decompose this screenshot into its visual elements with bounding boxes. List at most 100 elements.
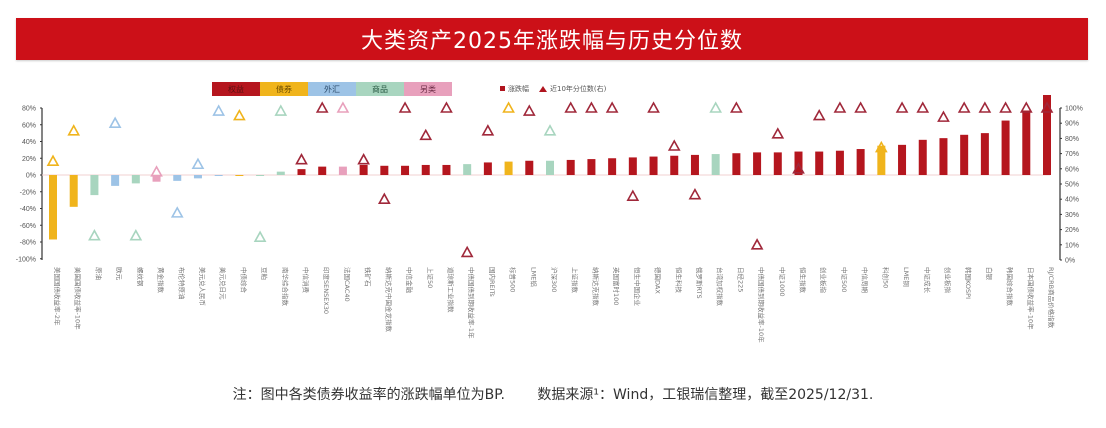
percentile-triangle-icon (440, 101, 453, 113)
percentile-triangle-icon (129, 229, 143, 241)
percentile-triangle-icon (191, 157, 205, 170)
bar (773, 152, 782, 175)
category-label: LME铜 (902, 267, 911, 287)
bar (256, 175, 265, 176)
category-label: 上证指数 (571, 267, 580, 294)
category-label: 恒生科技 (674, 267, 683, 294)
bar (835, 150, 844, 175)
left-tick-label: -60% (20, 223, 36, 230)
percentile-triangle-icon (937, 110, 950, 122)
bar (918, 139, 927, 175)
right-tick-label: 70% (1065, 151, 1079, 158)
category-label: 南华综合指数 (281, 267, 290, 307)
series-legend: 涨跌幅 近10年分位数(右) (500, 84, 606, 94)
asset-category-legend: 权益 债券 外汇 商品 另类 (212, 82, 452, 96)
category-label: 日经225 (736, 267, 745, 292)
bar (235, 175, 244, 176)
category-label: 创业板指 (819, 267, 828, 294)
left-tick-label: 20% (22, 156, 36, 163)
bar (504, 161, 513, 175)
category-label: 螺纹钢 (136, 267, 145, 287)
category-label: 标普500 (509, 267, 518, 292)
percentile-triangle-icon (585, 101, 598, 113)
bar (49, 175, 57, 240)
left-tick-label: 80% (22, 106, 36, 113)
bar (649, 156, 658, 175)
percentile-triangle-icon (605, 101, 619, 113)
bar (463, 164, 472, 175)
percentile-triangle-icon (295, 153, 308, 165)
category-label: 中信金融 (405, 267, 414, 294)
bar (276, 171, 285, 175)
legend-category-commodity: 商品 (356, 82, 404, 96)
category-label: 国内REITs (488, 267, 497, 297)
chart-title-banner: 大类资产2025年涨跌幅与历史分位数 (16, 18, 1088, 60)
category-label: 韩国综合指数 (1006, 267, 1015, 307)
legend-category-fx: 外汇 (308, 82, 356, 96)
percentile-triangle-icon (792, 162, 805, 174)
bar (877, 145, 886, 175)
percentile-triangle-icon (377, 192, 391, 204)
bar (401, 165, 410, 175)
left-tick-label: -40% (20, 206, 36, 213)
bar (960, 134, 969, 175)
percentile-triangle-icon (315, 101, 329, 113)
category-label: 沪深300 (550, 267, 559, 292)
bar (1001, 120, 1010, 175)
percentile-triangle-icon (543, 124, 557, 136)
bar (980, 133, 989, 175)
percentile-triangle-icon (978, 101, 992, 113)
square-icon (500, 86, 505, 91)
legend-bar-item: 涨跌幅 (500, 84, 529, 94)
percentile-triangle-icon (253, 230, 267, 242)
category-label: RJ/CRB商品价格指数 (1047, 267, 1056, 329)
category-label: 韩国KOSPI (964, 267, 973, 299)
percentile-triangle-icon (1019, 101, 1033, 113)
percentile-triangle-icon (88, 229, 101, 241)
category-label: 铁矿石 (364, 267, 373, 287)
bar (359, 164, 368, 175)
percentile-triangle-icon (750, 238, 764, 250)
footnote: 注：图中各类债券收益率的涨跌幅单位为BP. 数据来源¹：Wind，工银瑞信整理，… (0, 384, 1106, 404)
bar (111, 175, 120, 186)
category-label: 豆粕 (260, 267, 269, 280)
right-tick-label: 30% (1065, 212, 1079, 219)
right-tick-label: 90% (1065, 121, 1079, 128)
bar (90, 175, 99, 196)
bar (1022, 110, 1031, 175)
bar (421, 164, 430, 175)
category-label: 欧元 (115, 267, 124, 281)
right-tick-label: 0% (1065, 258, 1075, 265)
left-tick-label: -20% (20, 189, 36, 196)
bar (193, 175, 202, 179)
category-label: 法国CAC40 (343, 267, 352, 302)
percentile-triangle-icon (398, 101, 412, 113)
category-label: 日本国债收益率-10年 (1026, 267, 1035, 330)
bar (525, 160, 534, 175)
category-label: 恒生指数 (799, 267, 808, 294)
bar (297, 169, 306, 175)
category-label: 美国国债收益率-10年 (74, 267, 83, 330)
category-label: 英国富时100 (612, 267, 621, 305)
percentile-triangle-icon (916, 101, 930, 113)
percentile-triangle-icon (150, 165, 163, 177)
bar (483, 162, 492, 175)
bar (732, 153, 741, 175)
category-label: 纳斯达克中国金龙指数 (384, 267, 393, 333)
bar (608, 158, 617, 175)
percentile-triangle-icon (833, 101, 847, 113)
category-label: 上证50 (426, 267, 435, 288)
percentile-triangle-icon (108, 116, 122, 129)
bar (318, 166, 327, 175)
bar-chart: 80% 60% 40% 20% 0% -20% -40% -60% -80% -100% 100% 9… (16, 95, 1083, 343)
category-label: 恒生中国企业 (633, 267, 642, 307)
category-label: 中债国债到期收益率-10年 (757, 267, 766, 343)
bar (898, 144, 907, 175)
category-label: 中证1000 (778, 267, 787, 297)
percentile-triangle-icon (460, 245, 474, 258)
bar (1043, 95, 1051, 175)
bar (856, 149, 865, 175)
bar (753, 152, 762, 175)
bar (690, 154, 699, 175)
left-tick-label: 60% (22, 122, 36, 129)
